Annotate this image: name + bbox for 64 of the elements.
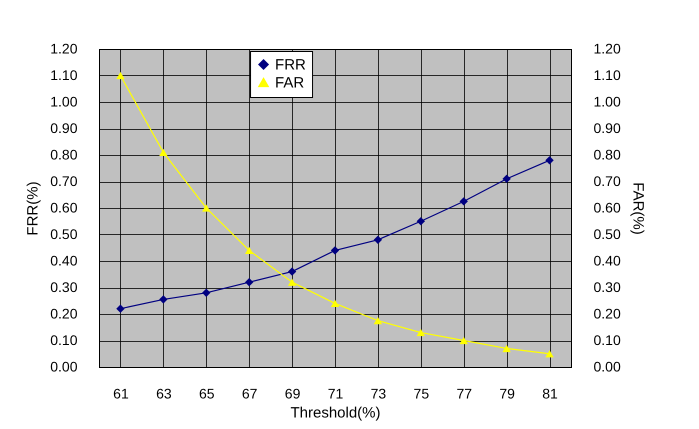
y-axis-title: FRR(%) [24,181,42,236]
point [416,217,425,226]
x-tick-label: 77 [456,386,472,402]
y-tick-label: 0.60 [50,200,78,216]
y2-tick-label: 0.20 [594,306,621,322]
y-tick-label: 0.00 [50,358,78,374]
y2-axis-title: FAR(%) [630,182,647,235]
y2-tick-label: 0.70 [594,173,621,189]
x-tick-label: 71 [328,386,344,402]
point [374,317,382,324]
y2-tick-label: 1.00 [594,94,621,110]
y2-tick-label: 1.10 [594,67,621,83]
x-tick-label: 67 [242,386,258,402]
y2-tick-label: 0.80 [594,146,621,162]
point [202,288,210,297]
y-tick-label: 0.90 [50,120,78,136]
point [330,246,340,255]
y-tick-label: 0.70 [50,173,78,189]
point [374,236,382,244]
point [159,148,168,156]
point [245,278,254,286]
y2-tick-label: 0.30 [594,279,621,295]
y2-tick-label: 0.50 [594,226,621,242]
x-tick-label: 61 [113,386,129,402]
point [202,204,210,212]
y2-tick-label: 0.10 [594,332,621,348]
point [116,72,125,80]
y2-tick-label: 1.20 [594,40,621,56]
x-axis-title: Threshold(%) [290,404,381,422]
point [416,328,425,336]
point [116,304,125,313]
point [288,267,296,276]
y-tick-label: 0.50 [50,226,78,242]
x-tick-label: 75 [414,386,430,402]
legend-label: FRR [275,56,306,74]
y-tick-label: 0.20 [50,306,78,322]
point [460,197,468,206]
y-tick-label: 1.20 [50,40,78,56]
y2-tick-label: 0.00 [594,358,621,374]
legend-label: FAR [275,74,304,92]
point [502,344,511,352]
point [330,300,340,308]
y2-tick-label: 0.40 [594,252,621,268]
x-tick-label: 73 [370,386,386,402]
x-tick-label: 81 [542,386,558,402]
point [502,174,511,184]
point [460,336,468,344]
y-tick-label: 1.10 [50,67,78,83]
y-tick-label: 0.80 [50,146,78,162]
y-tick-label: 0.30 [50,279,78,295]
y-tick-label: 0.10 [50,332,78,348]
y-tick-label: 0.40 [50,252,78,268]
y-tick-label: 1.00 [50,94,78,110]
x-tick-label: 65 [198,386,215,402]
point [288,278,296,286]
point [245,246,254,254]
point [545,350,554,358]
x-tick-label: 69 [284,386,301,402]
y2-tick-label: 0.90 [594,120,621,136]
x-tick-label: 79 [499,386,516,402]
y2-tick-label: 0.60 [594,200,621,216]
point [545,156,554,164]
point [159,295,168,304]
x-tick-label: 63 [156,386,172,402]
